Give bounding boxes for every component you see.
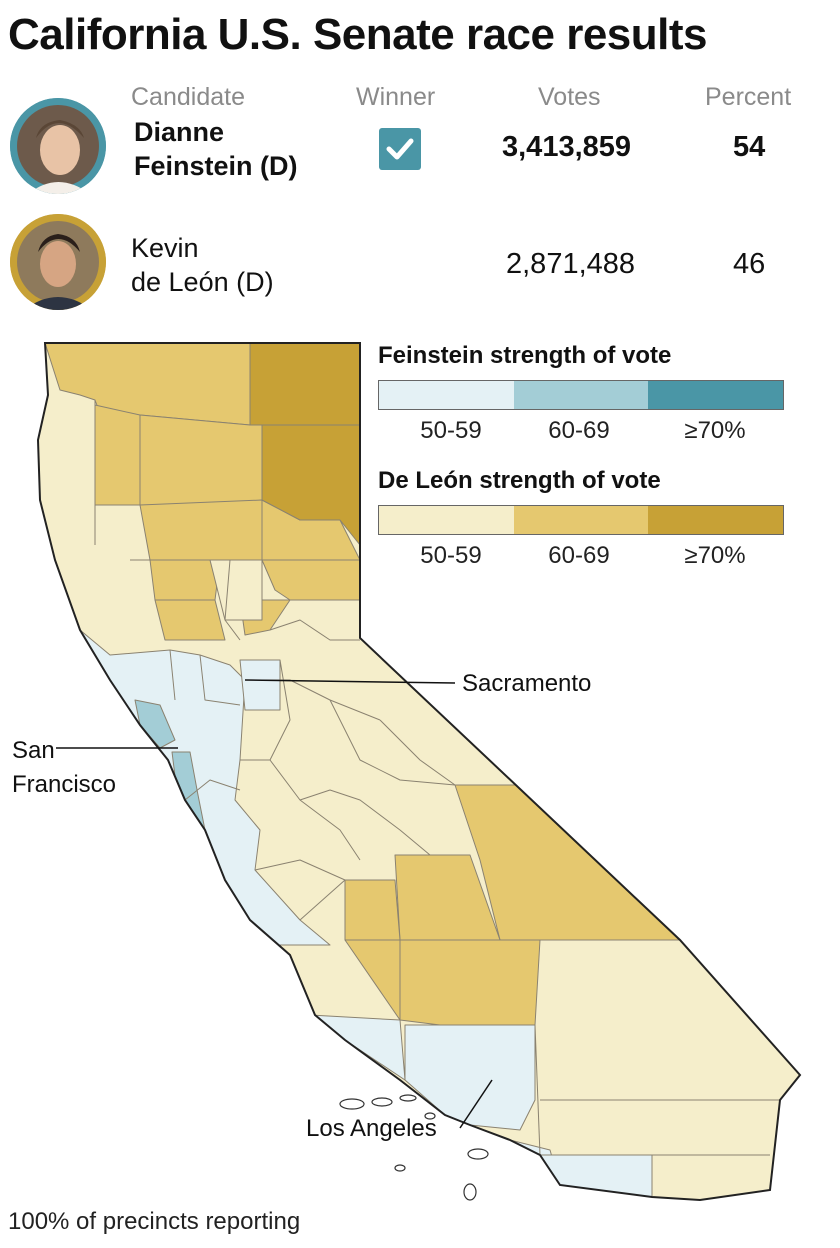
county-shape	[239, 659, 281, 711]
page-title: California U.S. Senate race results	[8, 10, 708, 59]
legend-swatch-deleon-3	[648, 506, 784, 534]
california-county-map: Sacramento San Francisco Los Angeles	[12, 342, 802, 1202]
candidate-percent-feinstein: 54	[733, 131, 766, 163]
legend-label-feinstein-2: 60-69	[548, 417, 610, 444]
county-shape	[249, 343, 361, 426]
legend-bar-deleon	[378, 505, 784, 535]
label-sacramento: Sacramento	[462, 670, 591, 697]
legend-swatch-feinstein-3	[648, 381, 784, 409]
county-shape	[149, 559, 221, 601]
legend-label-deleon-2: 60-69	[548, 542, 610, 569]
county-shape	[309, 1014, 406, 1081]
candidate-votes-deleon: 2,871,488	[506, 248, 636, 280]
label-san-francisco-line1: San	[12, 737, 55, 764]
legend-label-deleon-1: 50-59	[420, 542, 482, 569]
column-header-winner: Winner	[356, 83, 436, 111]
candidate-photo-deleon	[10, 214, 106, 310]
label-los-angeles: Los Angeles	[306, 1115, 437, 1142]
footer-note: 100% of precincts reporting	[8, 1208, 301, 1235]
legend-swatch-deleon-1	[379, 506, 514, 534]
candidate-name-feinstein: Dianne Feinstein (D)	[134, 115, 298, 183]
candidate-name-deleon: Kevin de León (D)	[131, 231, 274, 299]
legend-label-feinstein-1: 50-59	[420, 417, 482, 444]
county-shape	[539, 1154, 653, 1200]
candidate-name-line1: Kevin	[131, 233, 199, 263]
legend-swatch-deleon-2	[513, 506, 649, 534]
label-san-francisco-line2: Francisco	[12, 771, 116, 798]
candidate-name-line1: Dianne	[134, 117, 225, 147]
county-shape	[139, 499, 263, 561]
legend-title-feinstein: Feinstein strength of vote	[378, 342, 672, 369]
candidate-name-line2: de León (D)	[131, 267, 274, 297]
column-header-votes: Votes	[538, 83, 601, 111]
column-header-percent: Percent	[705, 83, 792, 111]
legend-label-feinstein-3: ≥70%	[684, 417, 746, 444]
county-shape	[134, 699, 176, 749]
county-shape	[154, 599, 226, 641]
legend-swatch-feinstein-1	[379, 381, 514, 409]
candidate-photo-feinstein	[10, 98, 106, 194]
column-header-candidate: Candidate	[131, 83, 245, 111]
candidate-percent-deleon: 46	[733, 248, 766, 280]
legend-bar-feinstein	[378, 380, 784, 410]
winner-check-icon	[379, 128, 421, 170]
legend-label-deleon-3: ≥70%	[684, 542, 746, 569]
county-shape	[344, 879, 401, 941]
legend-swatch-feinstein-2	[513, 381, 649, 409]
candidate-name-line2: Feinstein (D)	[134, 151, 298, 181]
legend-title-deleon: De León strength of vote	[378, 467, 661, 494]
candidate-votes-feinstein: 3,413,859	[502, 131, 632, 163]
